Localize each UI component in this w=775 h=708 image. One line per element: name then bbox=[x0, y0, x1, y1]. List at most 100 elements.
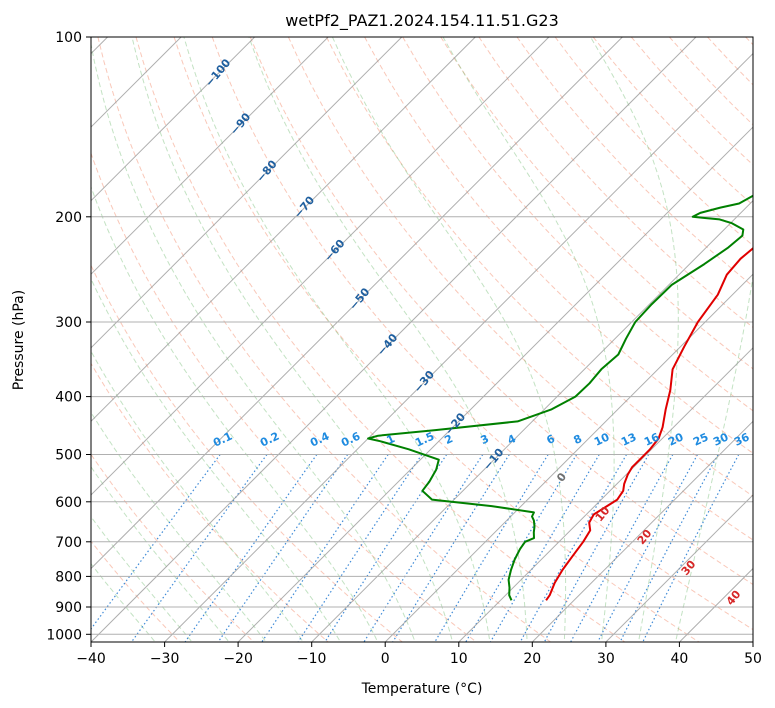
mixing-ratio-line bbox=[217, 454, 349, 642]
isotherm-line bbox=[91, 37, 256, 202]
isotherm-line bbox=[91, 37, 623, 570]
isotherm-line bbox=[237, 126, 753, 642]
mixing-ratio-label: 0.2 bbox=[258, 430, 281, 450]
moist-adiabat-label: 30 bbox=[679, 558, 699, 578]
moist-adiabat-label: 20 bbox=[635, 527, 655, 547]
dry-adiabat-line bbox=[135, 37, 626, 642]
mixing-ratio-line bbox=[392, 454, 510, 642]
y-tick-label: 200 bbox=[55, 210, 82, 226]
mixing-ratio-line bbox=[91, 454, 221, 630]
dry-adiabat-line bbox=[478, 37, 753, 328]
x-tick-label: −40 bbox=[76, 651, 106, 667]
x-tick-label: −20 bbox=[223, 651, 253, 667]
isotherm-line bbox=[91, 37, 403, 349]
mixing-ratio-line bbox=[297, 454, 423, 642]
moist-adiabat-line bbox=[91, 41, 416, 642]
moist-adiabat-label: 0 bbox=[554, 470, 569, 484]
isotherm-line bbox=[91, 37, 476, 423]
x-tick-label: 0 bbox=[381, 651, 390, 667]
dry-adiabat-label: −80 bbox=[254, 157, 280, 184]
dry-adiabat-line bbox=[91, 540, 181, 642]
dry-adiabat-line bbox=[326, 37, 753, 497]
moist-adiabat-line bbox=[91, 185, 379, 642]
profile-lines bbox=[367, 194, 753, 601]
mixing-ratio-label: 36 bbox=[732, 430, 752, 448]
mixing-ratio-line bbox=[597, 454, 699, 642]
x-tick-label: 20 bbox=[523, 651, 541, 667]
moist-adiabat-line bbox=[442, 37, 615, 642]
y-tick-label: 800 bbox=[55, 569, 82, 585]
x-tick-label: −10 bbox=[297, 651, 327, 667]
moist-adiabat-line bbox=[131, 37, 454, 642]
y-tick-label: 700 bbox=[55, 535, 82, 551]
plot-frame bbox=[90, 36, 754, 643]
mixing-ratio-label: 4 bbox=[506, 432, 519, 447]
moist-adiabat-line bbox=[91, 350, 304, 642]
dry-adiabat-label: −10 bbox=[481, 446, 507, 473]
x-axis: −40 −30 −20 −10 0 10 20 30 40 50 bbox=[76, 642, 762, 667]
isotherm-line bbox=[678, 567, 753, 642]
dry-adiabat-line bbox=[440, 37, 753, 370]
mixing-ratio-line bbox=[619, 454, 719, 642]
dry-adiabat-label: −60 bbox=[322, 237, 348, 264]
moist-adiabat-line bbox=[331, 37, 567, 642]
y-tick-label: 400 bbox=[55, 390, 82, 406]
mixing-ratio-line bbox=[642, 454, 740, 642]
dry-adiabat-line bbox=[516, 37, 753, 287]
mixing-ratio-label: 10 bbox=[592, 430, 612, 448]
mixing-ratio-label: 20 bbox=[666, 430, 686, 448]
temperature-line bbox=[545, 247, 753, 601]
x-tick-label: 10 bbox=[450, 651, 468, 667]
dry-adiabat-line bbox=[91, 453, 255, 642]
isotherm-line bbox=[91, 37, 697, 642]
mixing-ratio-label: 3 bbox=[479, 432, 491, 447]
dry-adiabat-label: −30 bbox=[411, 368, 437, 395]
moist-adiabat-line bbox=[183, 37, 491, 642]
mixing-ratio-label: 30 bbox=[711, 430, 731, 448]
dry-adiabat-line bbox=[364, 37, 753, 454]
dry-adiabat-line bbox=[97, 37, 552, 642]
dry-adiabat-label: −50 bbox=[347, 285, 373, 312]
mixing-ratio-label: 6 bbox=[545, 432, 558, 447]
isotherm-line bbox=[310, 199, 753, 642]
x-tick-label: −30 bbox=[150, 651, 180, 667]
mixing-ratio-label: 25 bbox=[691, 430, 710, 448]
x-tick-label: 50 bbox=[744, 651, 762, 667]
dry-adiabat-label: −40 bbox=[375, 331, 401, 358]
moist-adiabat-line bbox=[91, 411, 267, 642]
background-lines bbox=[91, 37, 753, 642]
chart-title: wetPf2_PAZ1.2024.154.11.51.G23 bbox=[285, 11, 559, 31]
isotherm-line bbox=[458, 347, 753, 642]
y-tick-label: 600 bbox=[55, 495, 82, 511]
dry-adiabat-label: −90 bbox=[228, 110, 254, 137]
dry-adiabat-line bbox=[402, 37, 753, 412]
dry-adiabat-line bbox=[745, 37, 753, 46]
mixing-ratio-line bbox=[261, 454, 389, 642]
mixing-ratio-label: 0.4 bbox=[308, 429, 331, 449]
dewpoint-line bbox=[367, 194, 753, 601]
dry-adiabat-line bbox=[287, 37, 753, 541]
mixing-ratio-label: 16 bbox=[642, 430, 662, 448]
mixing-ratio-line bbox=[570, 454, 674, 642]
y-tick-label: 300 bbox=[55, 315, 82, 331]
y-tick-label: 900 bbox=[55, 600, 82, 616]
mixing-ratio-line bbox=[434, 454, 549, 642]
y-axis: 100 200 300 400 500 600 700 800 900 1000 bbox=[46, 30, 91, 643]
dry-adiabat-line bbox=[211, 37, 753, 631]
dry-adiabat-line bbox=[173, 37, 700, 642]
x-axis-title: Temperature (°C) bbox=[361, 681, 483, 697]
mixing-ratio-line bbox=[130, 454, 268, 642]
isotherm-line bbox=[384, 273, 753, 642]
dry-adiabat-line bbox=[91, 151, 478, 642]
dry-adiabat-label: −100 bbox=[203, 56, 234, 89]
moist-adiabat-line bbox=[91, 465, 230, 642]
isotherm-line bbox=[163, 52, 753, 642]
y-tick-label: 1000 bbox=[46, 627, 82, 643]
mixing-ratio-line bbox=[465, 454, 578, 642]
pressure-grid bbox=[91, 37, 753, 635]
isotherm-line bbox=[91, 37, 550, 496]
mixing-ratio-label: 13 bbox=[619, 430, 638, 448]
y-tick-label: 100 bbox=[55, 30, 82, 46]
